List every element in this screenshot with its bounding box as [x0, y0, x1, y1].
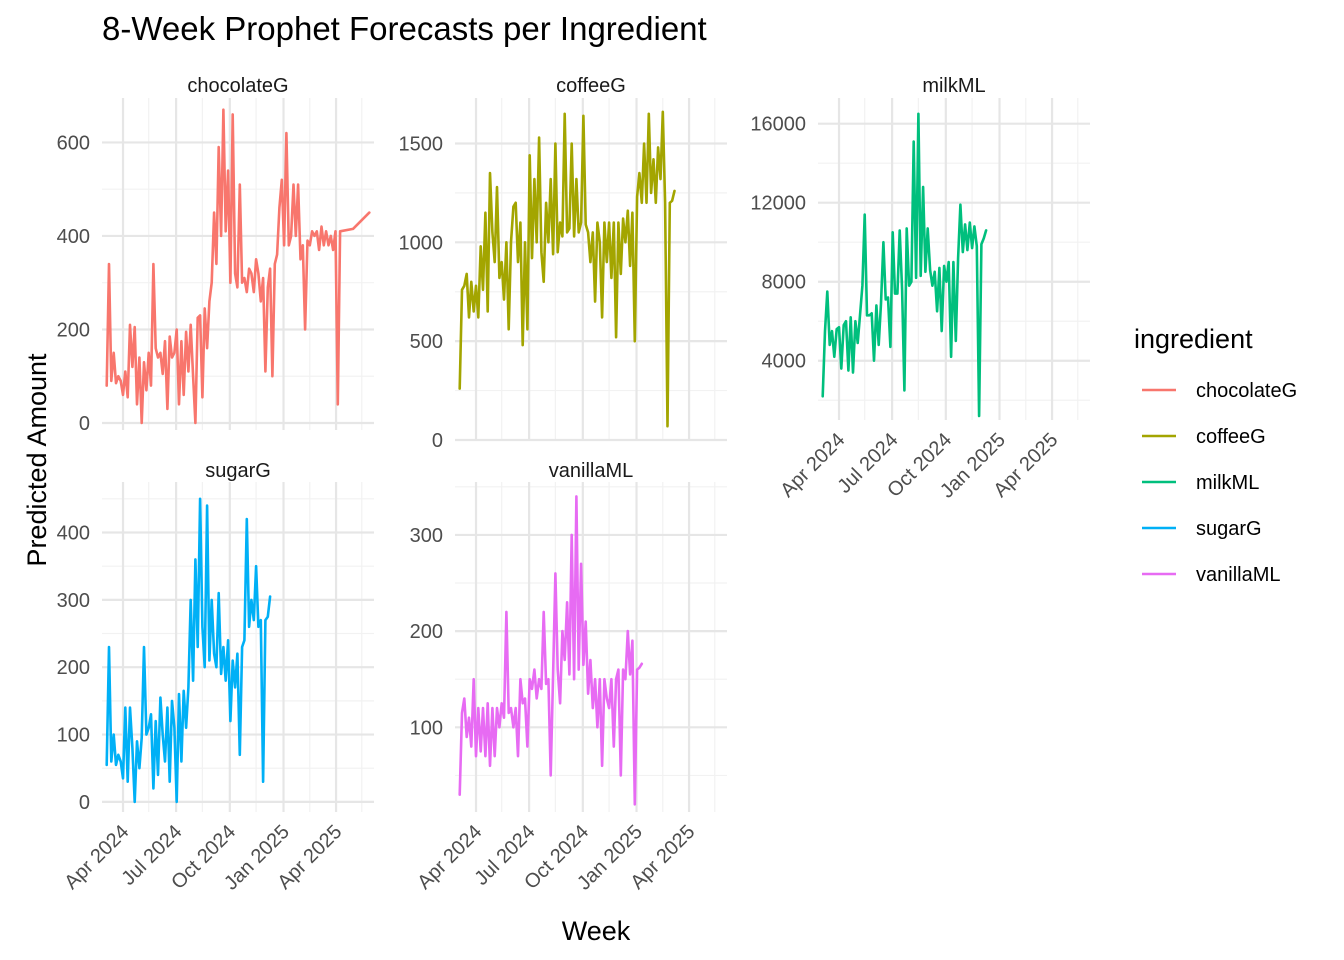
legend-title: ingredient [1134, 324, 1253, 354]
y-tick-label: 400 [57, 226, 90, 248]
y-tick-label: 600 [57, 132, 90, 154]
legend-label: chocolateG [1196, 380, 1297, 402]
y-tick-label: 400 [57, 523, 90, 545]
y-tick-label: 500 [410, 331, 443, 353]
x-tick-label: Apr 2024 [413, 821, 486, 894]
legend-item-coffeeG: coffeeG [1142, 426, 1266, 448]
y-tick-label: 0 [79, 792, 90, 814]
panels: 0200400600chocolateG050010001500coffeeG4… [57, 75, 1090, 895]
legend-item-vanillaML: vanillaML [1142, 564, 1280, 586]
x-tick-label: Apr 2024 [60, 821, 133, 894]
y-axis-title: Predicted Amount [22, 353, 52, 567]
legend: ingredient chocolateG coffeeG milkML sugarG… [1134, 324, 1297, 586]
y-tick-label: 200 [57, 319, 90, 341]
y-tick-label: 0 [79, 413, 90, 435]
legend-item-chocolateG: chocolateG [1142, 380, 1297, 402]
series-line-sugarG [105, 497, 272, 804]
panel-label: sugarG [205, 460, 271, 482]
y-tick-label: 12000 [750, 193, 806, 215]
y-tick-label: 0 [432, 430, 443, 452]
series-line-chocolateG [105, 108, 371, 425]
y-tick-label: 8000 [762, 272, 807, 294]
panel-label: milkML [922, 75, 985, 97]
y-tick-label: 100 [410, 717, 443, 739]
panel-coffeeG: 0 500 1000 1500 coffeeG [399, 75, 727, 452]
y-tick-label: 200 [57, 657, 90, 679]
panel-chocolateG: 0 200 400 600 chocolateG [57, 75, 374, 435]
y-tick-label: 16000 [750, 114, 806, 136]
series-line-milkML [821, 112, 988, 418]
y-tick-label: 1000 [399, 232, 444, 254]
y-tick-label: 300 [410, 525, 443, 547]
series-line-vanillaML [458, 495, 644, 806]
legend-label: vanillaML [1196, 564, 1280, 586]
legend-label: sugarG [1196, 518, 1262, 540]
y-tick-label: 100 [57, 725, 90, 747]
legend-label: coffeeG [1196, 426, 1266, 448]
panel-label: chocolateG [187, 75, 288, 97]
series-line-coffeeG [458, 110, 676, 428]
legend-label: milkML [1196, 472, 1259, 494]
y-tick-label: 300 [57, 590, 90, 612]
panel-label: coffeeG [556, 75, 626, 97]
y-tick-label: 200 [410, 621, 443, 643]
legend-item-milkML: milkML [1142, 472, 1259, 494]
panel-label: vanillaML [549, 460, 633, 482]
y-tick-label: 1500 [399, 133, 444, 155]
x-axis-title: Week [562, 916, 631, 946]
x-tick-label: Apr 2024 [776, 429, 849, 502]
chart-title: 8-Week Prophet Forecasts per Ingredient [102, 10, 707, 47]
y-tick-label: 4000 [762, 351, 807, 373]
legend-item-sugarG: sugarG [1142, 518, 1262, 540]
